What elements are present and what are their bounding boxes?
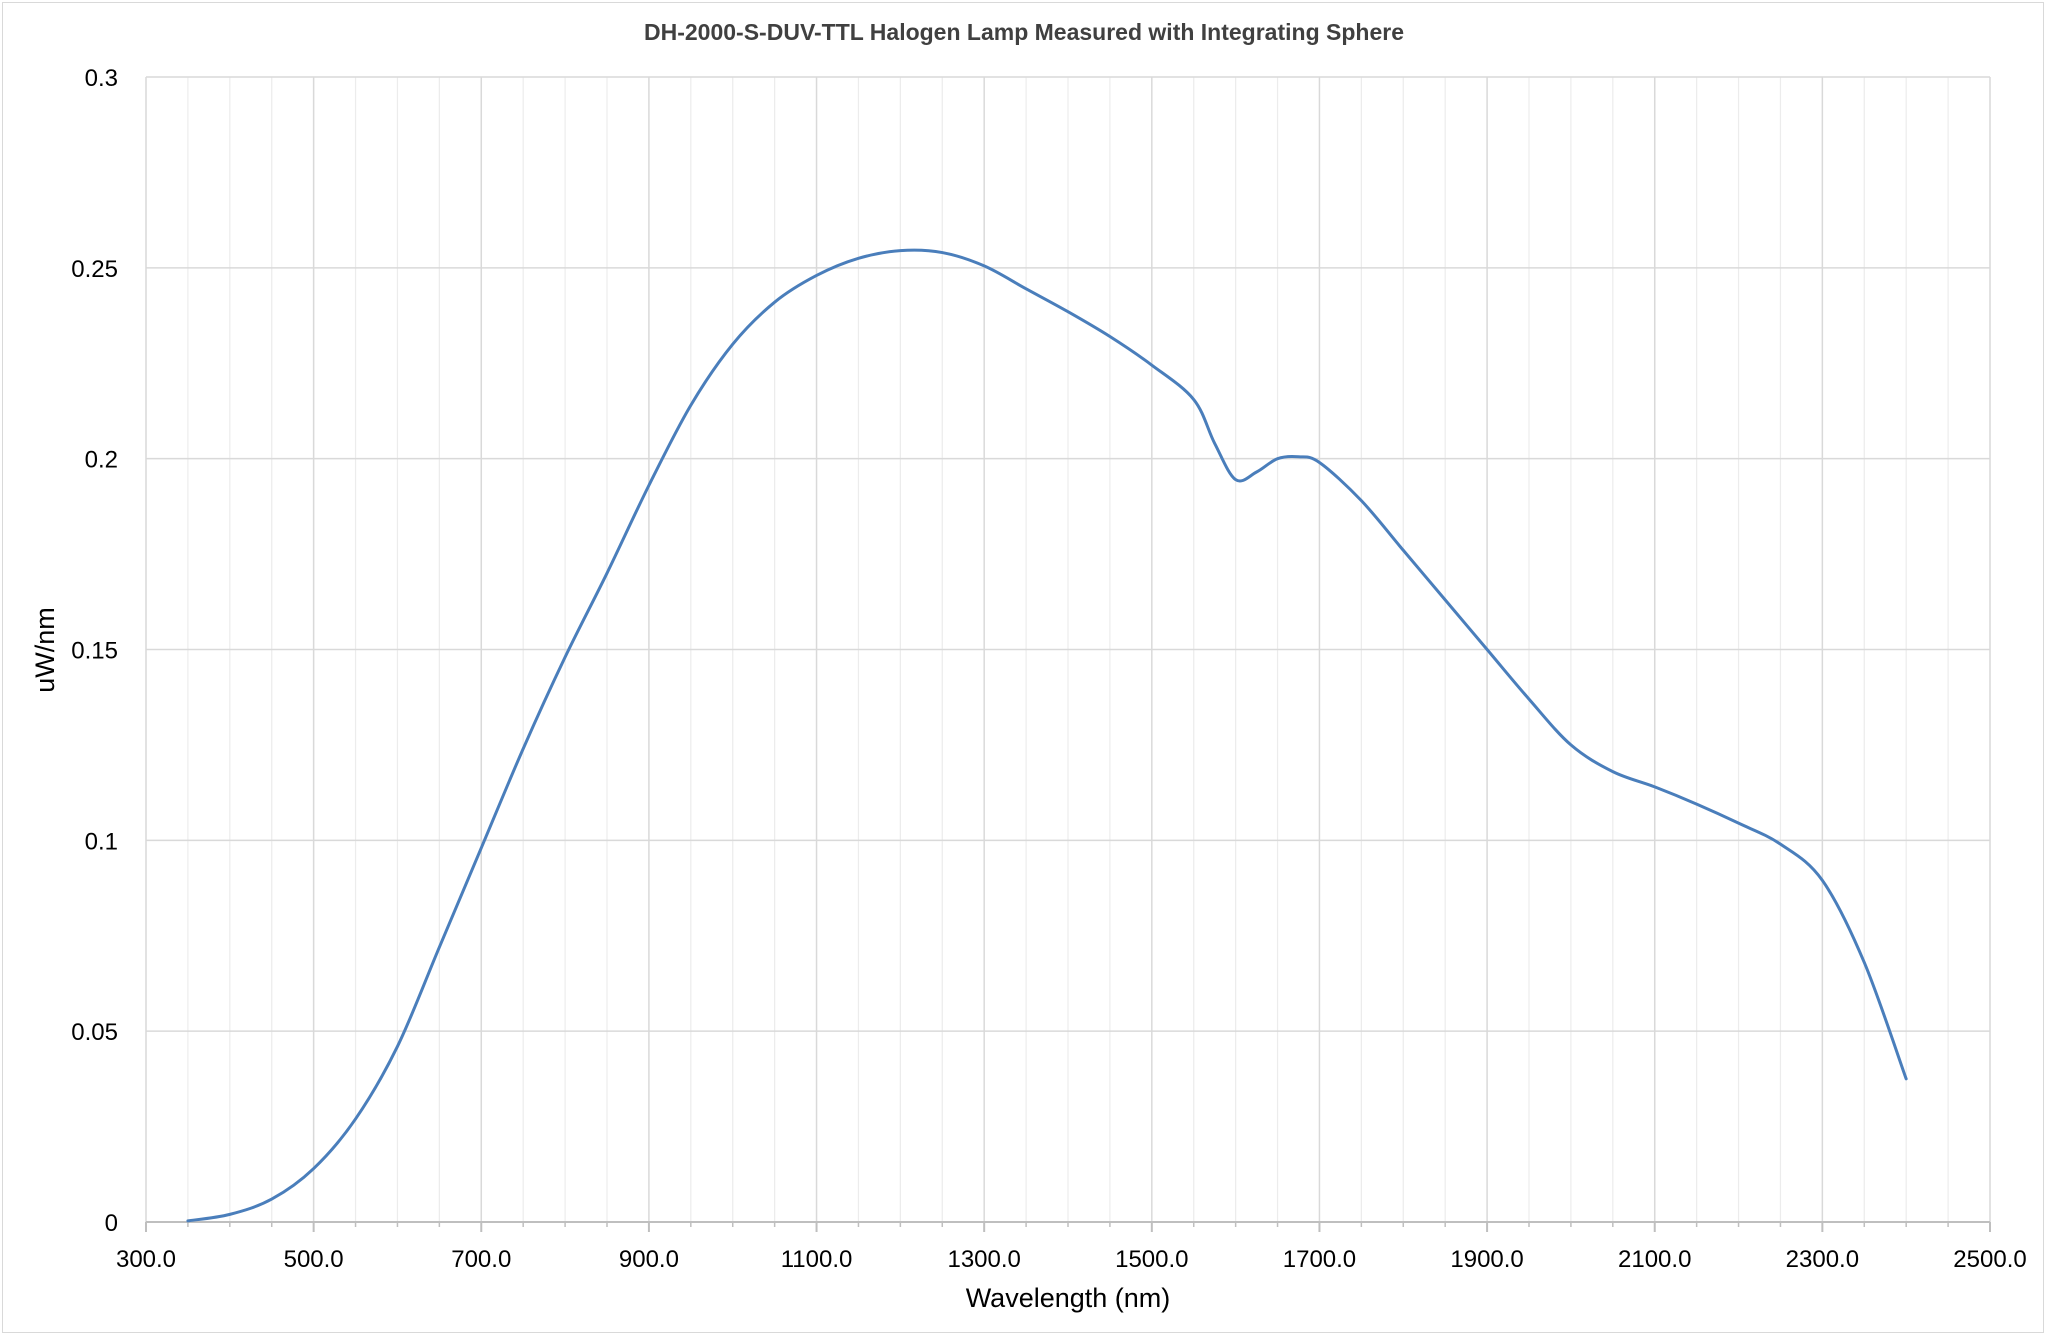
x-tick-label: 2500.0 (1953, 1246, 2026, 1273)
x-tick-label: 1900.0 (1450, 1246, 1523, 1273)
x-tick-label: 1500.0 (1115, 1246, 1188, 1273)
x-tick-label: 2100.0 (1618, 1246, 1691, 1273)
x-axis-label: Wavelength (nm) (966, 1283, 1171, 1313)
y-tick-label: 0.05 (71, 1019, 118, 1046)
x-tick-label: 2300.0 (1786, 1246, 1859, 1273)
x-tick-label: 900.0 (619, 1246, 679, 1273)
series-layer (186, 248, 1908, 1223)
y-tick-label: 0 (105, 1210, 118, 1237)
y-tick-label: 0.15 (71, 638, 118, 665)
y-tick-label: 0.2 (85, 447, 118, 474)
y-tick-label: 0.25 (71, 256, 118, 283)
x-tick-label: 500.0 (284, 1246, 344, 1273)
x-tick-label: 1100.0 (781, 1246, 853, 1273)
x-tick-label: 1300.0 (947, 1246, 1020, 1273)
x-tick-labels: 300.0 500.0 700.0 900.0 1100.0 1300.0 1500.0 17… (116, 1246, 2027, 1273)
y-tick-labels: 0 0.05 0.1 0.15 0.2 0.25 0.3 (71, 65, 118, 1237)
y-tick-label: 0.1 (85, 828, 118, 855)
y-tick-label: 0.3 (85, 65, 118, 92)
x-tick-label: 1700.0 (1283, 1246, 1356, 1273)
x-tick-label: 700.0 (451, 1246, 511, 1273)
x-tick-label: 300.0 (116, 1246, 176, 1273)
y-axis-label: uW/nm (30, 607, 60, 693)
series-line (186, 248, 1908, 1223)
chart-title: DH-2000-S-DUV-TTL Halogen Lamp Measured … (644, 19, 1404, 45)
grid-layer (145, 76, 1991, 1232)
